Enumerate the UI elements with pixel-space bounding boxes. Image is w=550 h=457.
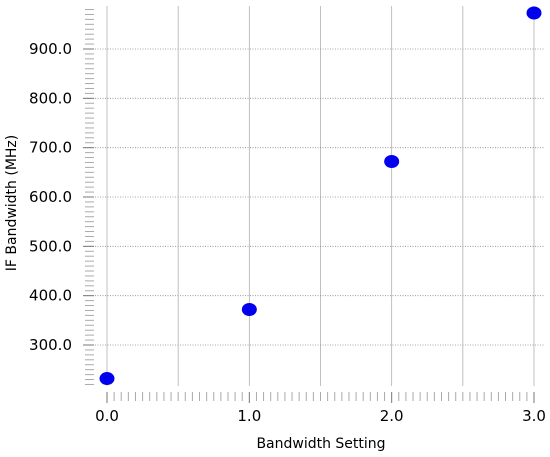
y-tick-label: 300.0 (29, 336, 72, 354)
grid (85, 6, 545, 386)
data-point (241, 302, 257, 316)
y-tick-label: 500.0 (29, 237, 72, 255)
data-point (384, 154, 400, 168)
x-tick-label: 3.0 (522, 407, 546, 425)
x-tick-label: 0.0 (95, 407, 119, 425)
y-tick-label: 600.0 (29, 188, 72, 206)
x-axis-label: Bandwidth Setting (256, 436, 385, 452)
data-points (99, 6, 542, 386)
y-tick-label: 700.0 (29, 139, 72, 157)
data-point (99, 372, 115, 386)
x-axis: 0.0 1.0 2.0 3.0 (95, 392, 546, 425)
y-tick-label: 400.0 (29, 287, 72, 305)
y-tick-label: 900.0 (29, 40, 72, 58)
y-tick-label: 800.0 (29, 89, 72, 107)
y-axis: 300.0 400.0 500.0 600.0 700.0 800.0 900.0 (29, 9, 94, 385)
y-axis-label: IF Bandwidth (MHz) (4, 135, 20, 272)
x-tick-label: 1.0 (237, 407, 261, 425)
data-point (526, 6, 542, 20)
x-tick-label: 2.0 (380, 407, 404, 425)
